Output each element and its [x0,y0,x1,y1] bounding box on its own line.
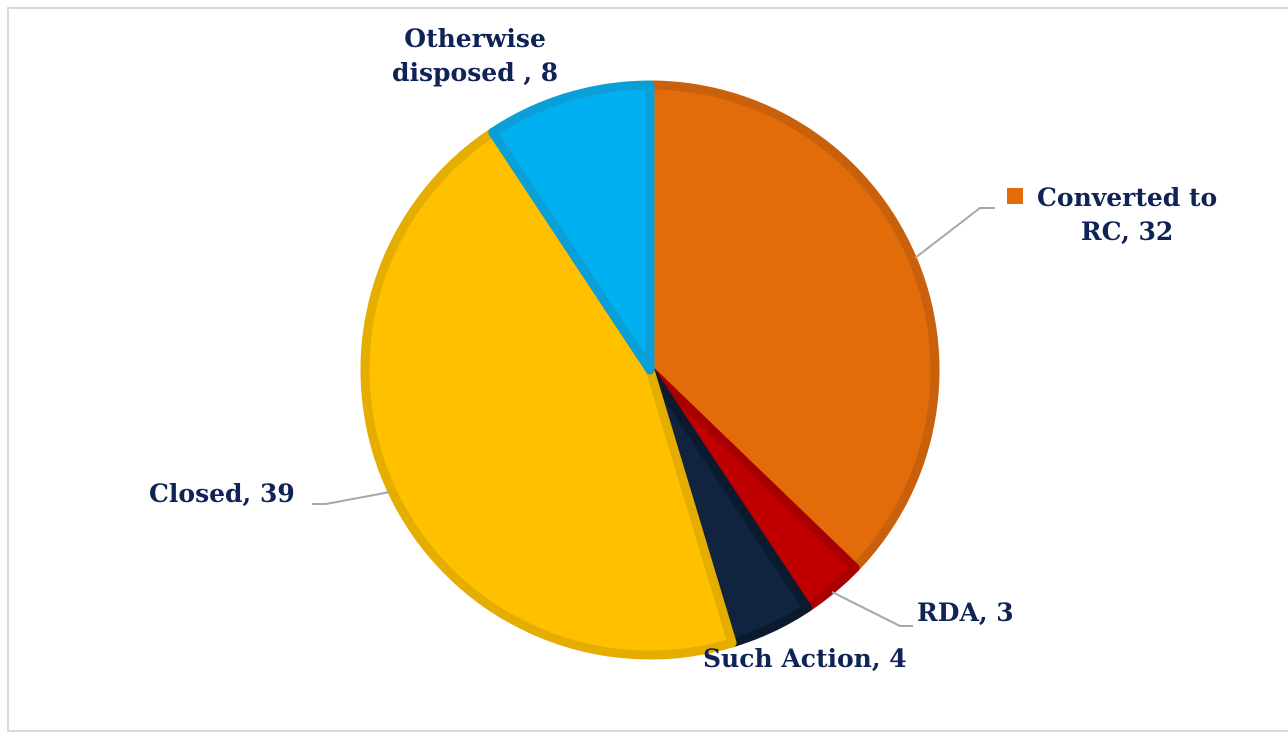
label-otherwise-disposed: Otherwise disposed , 8 [392,22,558,90]
legend-square-icon [1007,188,1023,204]
leader-line-rda [831,591,913,627]
leader-line-closed [312,491,391,505]
pie-slice-otherwise-disposed [488,80,655,375]
label-converted-to-rc: Converted to RC, 32 [1007,181,1217,249]
pie-slice-converted-to-rc [645,80,940,573]
label-otherwise-line1: Otherwise [404,24,546,53]
label-such-action: Such Action, 4 [703,644,907,673]
label-converted-line2: RC, 32 [1080,217,1174,246]
label-converted-line1: Converted to [1037,183,1218,212]
leader-line-converted [914,207,995,259]
pie-slice-closed [360,127,737,660]
label-rda: RDA, 3 [917,598,1014,627]
label-otherwise-line2: disposed , 8 [392,58,559,87]
label-closed: Closed, 39 [149,479,295,508]
